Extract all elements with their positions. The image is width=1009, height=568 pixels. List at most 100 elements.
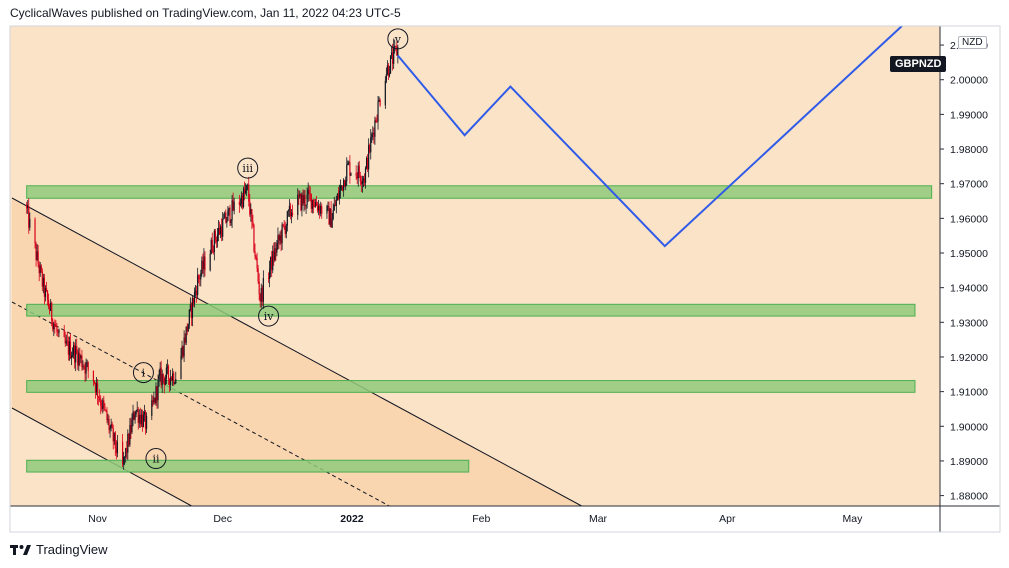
candle-body [350, 173, 352, 176]
candle-body [109, 427, 111, 430]
candle-body [309, 193, 311, 195]
candle-body [197, 275, 199, 296]
candle-body [52, 320, 54, 330]
candle-body [282, 224, 284, 226]
candle-body [193, 291, 196, 304]
candle-body [57, 331, 59, 333]
candle [183, 330, 185, 363]
candle [133, 410, 135, 421]
candle [45, 281, 48, 292]
candle-body [198, 275, 200, 279]
candle [218, 221, 221, 236]
candle [390, 46, 393, 60]
candle-body [341, 185, 344, 191]
wave-label-circle [237, 157, 259, 179]
candle-body [125, 448, 127, 457]
currency-label: NZD [958, 36, 987, 49]
candle [189, 297, 191, 312]
candle-body [314, 202, 317, 207]
candle [274, 241, 276, 262]
candle [374, 116, 376, 145]
candle-body [256, 257, 258, 269]
candle-body [375, 120, 377, 122]
candle-body [115, 448, 117, 454]
candle [290, 208, 293, 224]
candle [105, 409, 107, 413]
candle [373, 127, 375, 144]
candle [78, 347, 80, 372]
candle [184, 333, 186, 345]
candle [58, 328, 60, 338]
candle-body [218, 228, 221, 235]
candle-body [344, 179, 346, 187]
candle [363, 173, 366, 187]
candle-body [204, 256, 206, 271]
price-tick-label: 1.89000 [950, 456, 988, 468]
candle-body [394, 46, 396, 47]
candle-body [171, 377, 173, 381]
candle-body [251, 209, 253, 222]
candle-body [163, 377, 165, 385]
candle-body [190, 304, 193, 318]
candle [371, 132, 373, 143]
candle [302, 189, 304, 206]
candle [336, 192, 338, 201]
candle-body [186, 326, 188, 332]
candle [152, 395, 154, 407]
candle [43, 274, 46, 305]
candle [286, 210, 288, 232]
candle-body [159, 367, 161, 376]
candle-body [83, 366, 85, 368]
candle [272, 245, 274, 274]
candle-body [134, 414, 136, 420]
candle-body [36, 251, 38, 260]
candle [126, 440, 128, 459]
candle [386, 60, 389, 76]
candle-body [29, 218, 31, 228]
symbol-badge: GBPNZD [890, 56, 947, 72]
candle-body [288, 205, 291, 211]
candle-body [337, 194, 340, 199]
candle [257, 264, 259, 284]
candle [27, 199, 29, 215]
candle [262, 270, 264, 309]
candle-body [66, 340, 68, 342]
candle-body [313, 206, 316, 208]
candle [298, 190, 300, 206]
candle [201, 256, 203, 277]
candle [70, 351, 73, 366]
candle-body [297, 194, 299, 216]
candle [309, 186, 311, 202]
candle [84, 361, 86, 382]
candle-body [102, 400, 104, 409]
candle-body [189, 304, 191, 310]
candle-body [172, 373, 174, 381]
publisher-header: CyclicalWaves published on TradingView.c… [10, 6, 401, 20]
candle-body [137, 409, 139, 423]
candle-body [185, 326, 187, 343]
footer-brand[interactable]: TradingView [10, 542, 108, 557]
candle-body [155, 386, 157, 403]
candle-body [128, 433, 130, 445]
candle-body [140, 414, 142, 425]
price-tick-label: 1.97000 [950, 179, 988, 191]
candle-body [284, 226, 286, 234]
candle [42, 273, 44, 294]
candle [50, 298, 52, 312]
candle-body [42, 277, 44, 287]
candle [303, 190, 305, 212]
price-axis: 2.010002.000001.990001.980001.970001.960… [940, 40, 988, 503]
candle-body [47, 299, 50, 308]
candle-body [139, 414, 141, 425]
candle [163, 376, 165, 394]
candle-body [355, 173, 357, 176]
candle [277, 227, 279, 250]
candle [110, 418, 112, 432]
candle [305, 204, 307, 215]
candle-body [78, 353, 80, 366]
candle-body [319, 205, 321, 214]
candle [362, 175, 365, 188]
candle-body [328, 206, 330, 225]
candle [238, 194, 240, 213]
